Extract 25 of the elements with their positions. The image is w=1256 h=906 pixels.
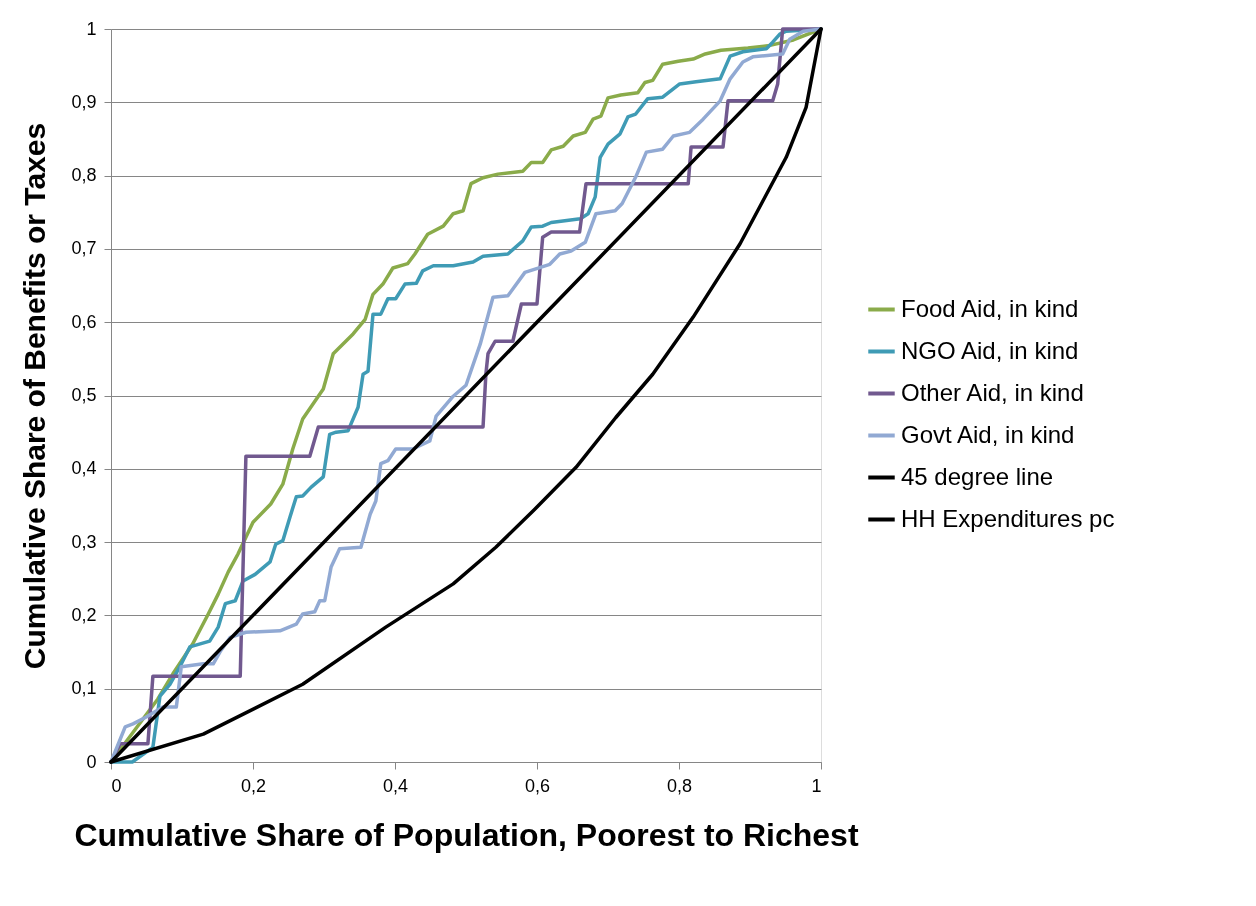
y-tick-label: 0,4 [71, 458, 97, 479]
y-tick-label: 0 [86, 751, 97, 772]
y-tick-label: 0,5 [71, 385, 97, 405]
y-tick-label: 0,7 [71, 238, 97, 259]
y-axis-title: Cumulative Share of Benefits or Taxes [18, 122, 52, 670]
legend-label: 45 degree line [901, 462, 1054, 490]
y-tick-label: 0,3 [71, 531, 97, 552]
x-tick-label: 0,6 [524, 775, 551, 796]
x-tick-label: 0 [111, 775, 122, 796]
y-tick-label: 0,1 [71, 678, 97, 699]
x-tick-label: 0,4 [382, 775, 409, 796]
y-tick-label: 0,9 [71, 91, 97, 112]
y-tick-label: 0,6 [71, 311, 97, 332]
x-tick-label: 0,2 [240, 775, 267, 796]
x-tick-label: 1 [811, 775, 822, 796]
x-axis-title: Cumulative Share of Population, Poorest to Richest [74, 816, 859, 853]
legend-label: Food Aid, in kind [901, 294, 1079, 322]
legend-label: HH Expenditures pc [901, 504, 1115, 532]
y-tick-label: 0,2 [71, 604, 97, 625]
legend-label: NGO Aid, in kind [901, 336, 1079, 364]
y-tick-label: 1 [86, 18, 97, 39]
legend-label: Govt Aid, in kind [901, 420, 1075, 448]
y-tick-label: 0,8 [71, 165, 97, 186]
legend-label: Other Aid, in kind [901, 378, 1084, 406]
x-tick-label: 0,8 [666, 775, 693, 796]
